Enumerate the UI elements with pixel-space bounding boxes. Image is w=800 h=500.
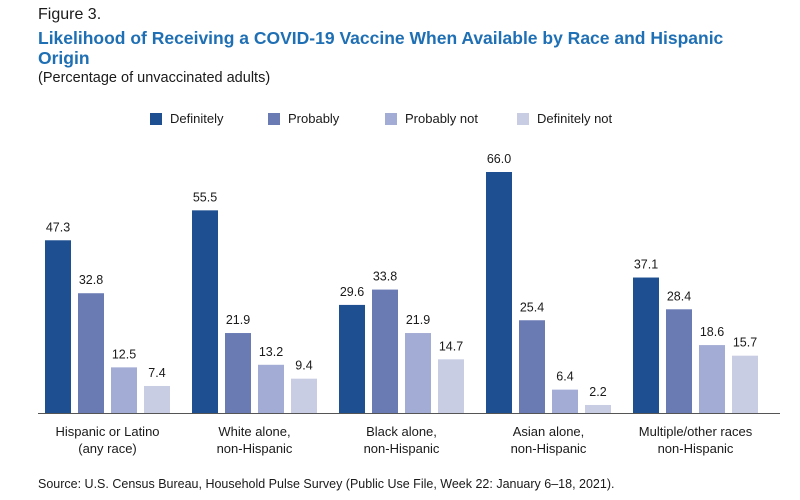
legend-label-1: Definitely <box>170 111 224 126</box>
bar-1-2 <box>78 293 104 413</box>
bar-2-3 <box>258 364 284 413</box>
chart-title: Likelihood of Receiving a COVID-19 Vacci… <box>38 28 724 68</box>
bar-2-4 <box>291 378 317 413</box>
data-label-5-2: 28.4 <box>667 289 691 303</box>
bar-3-2 <box>372 289 398 413</box>
legend-swatch-2 <box>268 113 280 125</box>
data-label-2-2: 21.9 <box>226 313 250 327</box>
bar-5-3 <box>699 345 725 413</box>
legend-label-4: Definitely not <box>537 111 613 126</box>
data-label-5-3: 18.6 <box>700 325 724 339</box>
category-label-1-line-1: Hispanic or Latino <box>55 424 159 439</box>
category-label-5-line-1: Multiple/other races <box>639 424 753 439</box>
data-label-1-2: 32.8 <box>79 273 103 287</box>
category-label-3-line-1: Black alone, <box>366 424 437 439</box>
bar-3-3 <box>405 333 431 413</box>
bar-1-4 <box>144 385 170 413</box>
category-label-4-line-2: non-Hispanic <box>511 441 587 456</box>
data-label-2-4: 9.4 <box>295 359 312 373</box>
category-label-2-line-1: White alone, <box>218 424 290 439</box>
bar-3-1 <box>339 304 365 413</box>
legend-label-2: Probably <box>288 111 340 126</box>
data-label-1-3: 12.5 <box>112 347 136 361</box>
chart-subtitle: (Percentage of unvaccinated adults) <box>38 70 271 86</box>
bar-2-1 <box>192 210 218 413</box>
bar-5-1 <box>633 277 659 413</box>
figure-label: Figure 3. <box>38 6 102 23</box>
data-label-4-2: 25.4 <box>520 300 544 314</box>
legend-swatch-1 <box>150 113 162 125</box>
category-label-2-line-2: non-Hispanic <box>217 441 293 456</box>
data-label-5-4: 15.7 <box>733 336 757 350</box>
bar-4-3 <box>552 389 578 413</box>
bar-1-3 <box>111 367 137 413</box>
data-label-3-1: 29.6 <box>340 285 364 299</box>
data-label-2-3: 13.2 <box>259 345 283 359</box>
data-label-3-3: 21.9 <box>406 313 430 327</box>
data-label-1-1: 47.3 <box>46 220 70 234</box>
data-label-1-4: 7.4 <box>148 366 165 380</box>
data-label-2-1: 55.5 <box>193 190 217 204</box>
data-label-3-4: 14.7 <box>439 339 463 353</box>
legend-swatch-4 <box>517 113 529 125</box>
data-label-4-4: 2.2 <box>589 385 606 399</box>
category-label-1-line-2: (any race) <box>78 441 137 456</box>
category-label-5-line-2: non-Hispanic <box>658 441 734 456</box>
data-label-4-3: 6.4 <box>556 370 573 384</box>
data-label-4-1: 66.0 <box>487 152 511 166</box>
bar-1-1 <box>45 240 71 413</box>
bar-3-4 <box>438 359 464 413</box>
source-note: Source: U.S. Census Bureau, Household Pu… <box>38 477 615 491</box>
bar-5-2 <box>666 309 692 413</box>
legend-swatch-3 <box>385 113 397 125</box>
category-label-4-line-1: Asian alone, <box>513 424 585 439</box>
data-label-3-2: 33.8 <box>373 270 397 284</box>
bar-4-1 <box>486 172 512 413</box>
bar-4-2 <box>519 320 545 413</box>
data-label-5-1: 37.1 <box>634 258 658 272</box>
legend-label-3: Probably not <box>405 111 478 126</box>
bar-2-2 <box>225 333 251 413</box>
bar-4-4 <box>585 404 611 413</box>
bar-5-4 <box>732 355 758 413</box>
category-label-3-line-2: non-Hispanic <box>364 441 440 456</box>
